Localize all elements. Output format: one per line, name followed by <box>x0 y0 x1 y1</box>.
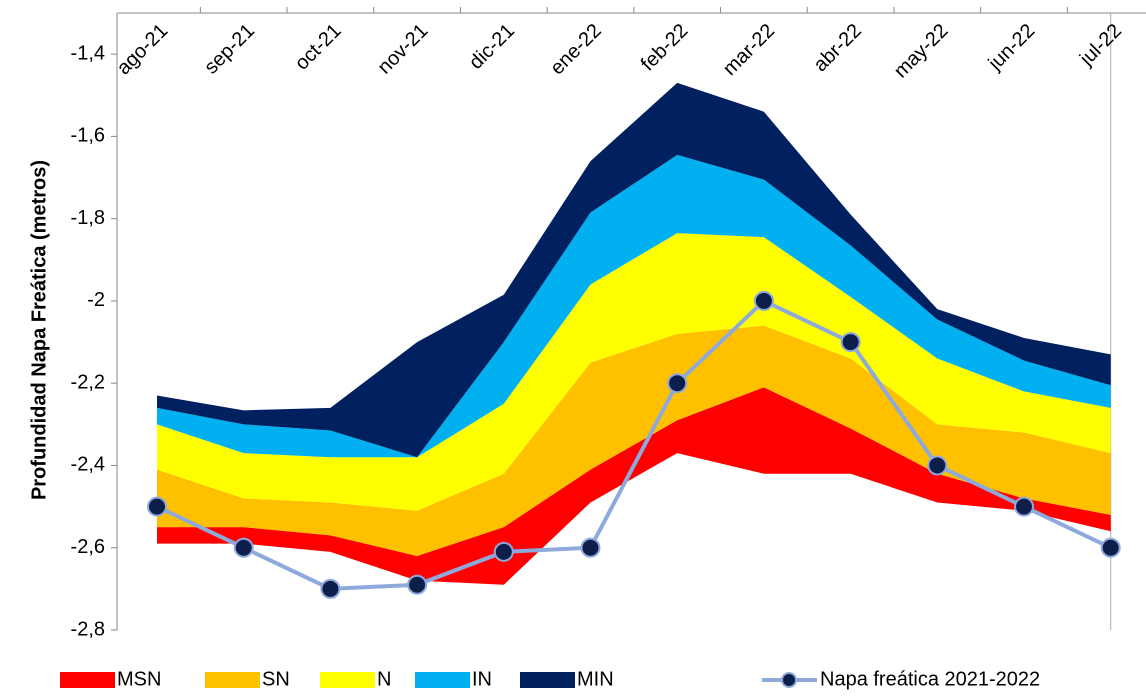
legend-label: SN <box>262 668 290 690</box>
marker <box>1100 537 1121 558</box>
legend-swatch <box>205 672 260 688</box>
y-tick-label: -2,4 <box>71 454 105 476</box>
legend-label: Napa freática 2021-2022 <box>820 668 1040 690</box>
line <box>156 298 1112 591</box>
x-tick-label: jul-22 <box>1075 20 1126 71</box>
marker <box>407 574 428 595</box>
legend-label: MIN <box>577 668 614 690</box>
legend-marker <box>781 672 797 688</box>
x-tick-label: ago-21 <box>113 20 173 80</box>
y-tick-label: -1,4 <box>71 42 105 64</box>
marker <box>233 537 254 558</box>
y-tick-label: -2 <box>87 289 105 311</box>
legend-label: IN <box>472 668 492 690</box>
x-tick-label: oct-21 <box>291 20 346 75</box>
marker <box>320 578 341 599</box>
legend-swatch <box>415 672 470 688</box>
area-band <box>157 154 1111 458</box>
x-tick-label: jun-22 <box>984 20 1040 76</box>
marker <box>1014 496 1034 517</box>
y-axis-title: Profundidad Napa Freática (metros) <box>28 160 50 500</box>
y-tick-label: -2,8 <box>71 618 105 640</box>
area-band <box>157 82 1111 458</box>
x-tick-label: sep-21 <box>200 20 259 79</box>
marker <box>580 537 601 558</box>
area-band <box>157 387 1111 585</box>
marker <box>667 373 688 394</box>
x-tick-label: dic-21 <box>465 20 519 74</box>
x-tick-label: mar-22 <box>719 20 779 80</box>
y-tick-label: -1,6 <box>71 125 105 147</box>
legend-label: N <box>377 668 391 690</box>
legend-swatch <box>320 672 375 688</box>
y-tick-label: -2,6 <box>71 536 105 558</box>
x-tick-label: ene-22 <box>546 20 606 80</box>
y-tick-label: -2,2 <box>71 371 105 393</box>
x-tick-label: feb-22 <box>637 20 693 76</box>
marker <box>753 290 774 311</box>
legend-label: MSN <box>117 668 161 690</box>
legend-swatch <box>60 672 115 688</box>
x-tick-label: may-22 <box>890 20 953 83</box>
marker <box>840 332 861 353</box>
x-tick-label: abr-22 <box>809 20 865 76</box>
legend-swatch <box>520 672 575 688</box>
area-band <box>157 233 1111 511</box>
marker <box>493 541 514 562</box>
marker <box>147 496 167 517</box>
y-tick-label: -1,8 <box>71 207 105 229</box>
marker <box>927 455 948 476</box>
x-tick-label: nov-21 <box>374 20 433 79</box>
area-band <box>157 325 1111 556</box>
